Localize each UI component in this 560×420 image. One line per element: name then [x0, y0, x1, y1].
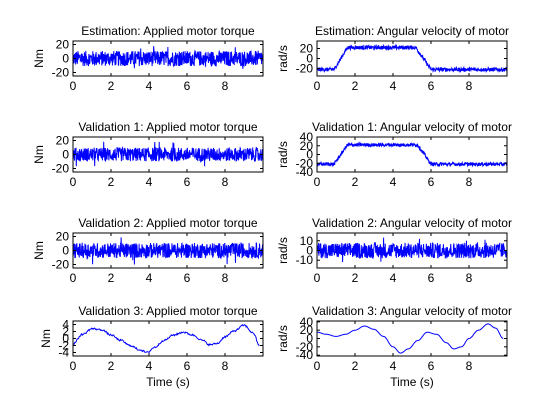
x-tick-label: 8 — [466, 175, 473, 189]
y-axis-label: rad/s — [276, 325, 290, 352]
x-tick-label: 2 — [108, 175, 115, 189]
x-tick-label: 2 — [352, 79, 359, 93]
x-tick-label: 2 — [108, 359, 115, 373]
x-tick-label: 6 — [428, 359, 435, 373]
y-tick-label: 20 — [56, 230, 70, 244]
x-tick-label: 0 — [314, 79, 321, 93]
y-tick-label: -20 — [52, 162, 70, 176]
x-tick-label: 6 — [184, 175, 191, 189]
x-tick-label: 0 — [314, 271, 321, 285]
y-axis-label: rad/s — [276, 237, 290, 264]
series-line-8-1 — [317, 324, 503, 353]
x-tick-label: 8 — [222, 175, 229, 189]
x-tick-label: 8 — [222, 79, 229, 93]
x-tick-label: 6 — [428, 175, 435, 189]
y-tick-label: -40 — [296, 348, 314, 362]
y-axis-label: Nm — [32, 49, 46, 68]
y-axis-label: Nm — [32, 241, 46, 260]
axes-box — [317, 137, 507, 172]
x-tick-label: 0 — [70, 79, 77, 93]
subplot-title: Estimation: Angular velocity of motor — [315, 24, 509, 38]
x-tick-label: 2 — [352, 175, 359, 189]
y-tick-label: 20 — [56, 134, 70, 148]
x-tick-label: 2 — [352, 271, 359, 285]
x-tick-label: 0 — [70, 359, 77, 373]
x-tick-label: 0 — [70, 271, 77, 285]
axes-box — [317, 321, 507, 356]
x-tick-label: 4 — [390, 271, 397, 285]
x-tick-label: 0 — [314, 359, 321, 373]
y-tick-label: 0 — [62, 52, 69, 66]
series-line-6-1 — [317, 238, 507, 263]
y-tick-label: 20 — [56, 38, 70, 52]
subplot-title: Validation 1: Applied motor torque — [78, 120, 258, 134]
x-tick-label: 4 — [146, 359, 153, 373]
x-tick-label: 2 — [108, 79, 115, 93]
subplot-title: Validation 1: Angular velocity of motor — [312, 120, 512, 134]
x-tick-label: 6 — [184, 359, 191, 373]
x-tick-label: 8 — [466, 271, 473, 285]
series-line-7-1 — [73, 325, 259, 353]
y-tick-label: 0 — [62, 148, 69, 162]
subplot-title: Validation 3: Applied motor torque — [78, 304, 258, 318]
x-axis-label: Time (s) — [146, 375, 190, 389]
subplot-title: Validation 2: Applied motor torque — [78, 216, 258, 230]
x-tick-label: 4 — [146, 175, 153, 189]
y-tick-label: -20 — [296, 62, 314, 76]
x-tick-label: 8 — [222, 359, 229, 373]
y-tick-label: -20 — [52, 66, 70, 80]
subplot-title: Validation 2: Angular velocity of motor — [312, 216, 512, 230]
x-tick-label: 2 — [108, 271, 115, 285]
x-tick-label: 6 — [184, 271, 191, 285]
x-tick-label: 4 — [146, 271, 153, 285]
series-line-1-1 — [73, 46, 263, 69]
x-tick-label: 4 — [390, 175, 397, 189]
x-tick-label: 0 — [314, 175, 321, 189]
x-tick-label: 8 — [466, 359, 473, 373]
y-tick-label: 0 — [62, 244, 69, 258]
x-tick-label: 4 — [390, 79, 397, 93]
series-line-5-1 — [73, 237, 263, 264]
y-axis-label: rad/s — [276, 45, 290, 72]
series-line-3-1 — [73, 142, 263, 166]
x-tick-label: 6 — [428, 271, 435, 285]
series-line-4-1 — [317, 143, 507, 166]
y-axis-label: Nm — [39, 329, 53, 348]
x-axis-label: Time (s) — [390, 375, 434, 389]
subplot-title: Validation 3: Angular velocity of motor — [312, 304, 512, 318]
series-line-2-1 — [317, 46, 507, 72]
x-tick-label: 8 — [466, 79, 473, 93]
x-tick-label: 8 — [222, 271, 229, 285]
subplot-title: Estimation: Applied motor torque — [81, 24, 255, 38]
x-tick-label: 6 — [428, 79, 435, 93]
x-tick-label: 0 — [70, 175, 77, 189]
x-tick-label: 4 — [390, 359, 397, 373]
y-tick-label: -20 — [52, 258, 70, 272]
y-tick-label: -40 — [296, 165, 314, 179]
y-tick-label: -4 — [58, 346, 69, 360]
x-tick-label: 6 — [184, 79, 191, 93]
x-tick-label: 2 — [352, 359, 359, 373]
y-axis-label: Nm — [32, 145, 46, 164]
x-tick-label: 4 — [146, 79, 153, 93]
y-axis-label: rad/s — [276, 141, 290, 168]
y-tick-label: -10 — [296, 253, 314, 267]
